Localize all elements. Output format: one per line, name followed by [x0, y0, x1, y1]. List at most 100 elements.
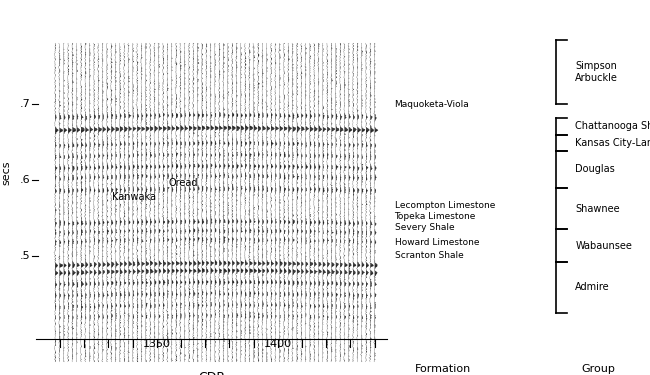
Polygon shape [336, 83, 337, 84]
Polygon shape [276, 283, 277, 284]
Polygon shape [280, 222, 281, 223]
Polygon shape [232, 112, 233, 113]
Polygon shape [297, 282, 299, 283]
Polygon shape [172, 166, 173, 167]
Polygon shape [133, 90, 134, 91]
Polygon shape [245, 264, 247, 265]
Polygon shape [240, 239, 242, 240]
Polygon shape [266, 304, 268, 305]
Polygon shape [314, 295, 315, 296]
Polygon shape [258, 55, 259, 56]
Polygon shape [159, 65, 160, 66]
Polygon shape [111, 118, 112, 119]
Polygon shape [94, 315, 95, 316]
Polygon shape [344, 265, 348, 266]
Polygon shape [120, 327, 121, 328]
Polygon shape [284, 224, 285, 225]
Polygon shape [240, 222, 242, 223]
Polygon shape [64, 264, 66, 265]
Polygon shape [90, 127, 91, 128]
Polygon shape [370, 93, 371, 94]
Polygon shape [344, 127, 346, 128]
Polygon shape [370, 167, 372, 168]
Polygon shape [137, 349, 138, 350]
Polygon shape [284, 271, 287, 272]
Polygon shape [193, 244, 194, 245]
Polygon shape [189, 116, 190, 117]
Polygon shape [107, 263, 109, 264]
Polygon shape [374, 191, 376, 192]
Polygon shape [189, 188, 190, 189]
Polygon shape [340, 284, 341, 285]
Polygon shape [237, 115, 238, 116]
Polygon shape [284, 126, 285, 127]
Polygon shape [202, 96, 203, 97]
Polygon shape [176, 187, 177, 188]
Polygon shape [353, 221, 354, 222]
Polygon shape [64, 274, 65, 275]
Polygon shape [340, 118, 341, 119]
Polygon shape [215, 115, 216, 116]
Polygon shape [245, 165, 246, 166]
Polygon shape [344, 154, 345, 155]
Polygon shape [284, 190, 285, 191]
Polygon shape [361, 223, 363, 224]
Polygon shape [332, 272, 334, 273]
Polygon shape [142, 129, 144, 130]
Polygon shape [189, 153, 190, 154]
Polygon shape [301, 230, 303, 231]
Polygon shape [77, 306, 78, 307]
Polygon shape [159, 142, 160, 143]
Polygon shape [116, 130, 119, 131]
Polygon shape [111, 176, 112, 177]
Polygon shape [228, 126, 231, 127]
Polygon shape [240, 146, 242, 147]
Polygon shape [323, 282, 324, 283]
Polygon shape [193, 128, 197, 129]
Polygon shape [332, 189, 333, 190]
Polygon shape [219, 112, 220, 113]
Polygon shape [344, 223, 346, 224]
Polygon shape [176, 254, 177, 255]
Polygon shape [211, 302, 212, 303]
Polygon shape [159, 64, 160, 65]
Polygon shape [374, 174, 375, 175]
Polygon shape [206, 178, 207, 179]
Polygon shape [219, 166, 221, 167]
Polygon shape [340, 257, 341, 258]
Polygon shape [120, 304, 121, 305]
Polygon shape [310, 145, 311, 146]
Polygon shape [366, 264, 369, 265]
Polygon shape [55, 146, 56, 147]
Polygon shape [176, 332, 177, 333]
Polygon shape [263, 144, 264, 145]
Polygon shape [202, 306, 203, 307]
Polygon shape [284, 264, 286, 265]
Polygon shape [306, 157, 307, 158]
Polygon shape [107, 283, 109, 284]
Polygon shape [176, 178, 177, 179]
Polygon shape [68, 233, 69, 234]
Polygon shape [370, 265, 374, 266]
Polygon shape [245, 283, 246, 284]
Polygon shape [137, 151, 138, 152]
Polygon shape [245, 263, 248, 264]
Polygon shape [155, 127, 157, 128]
Polygon shape [327, 342, 328, 343]
Polygon shape [232, 52, 233, 53]
Polygon shape [202, 166, 203, 167]
Polygon shape [224, 220, 225, 221]
Polygon shape [332, 271, 335, 272]
Polygon shape [332, 117, 333, 118]
Polygon shape [240, 304, 242, 305]
Polygon shape [292, 174, 294, 175]
Polygon shape [336, 127, 337, 128]
Polygon shape [98, 262, 99, 263]
Polygon shape [176, 305, 177, 306]
Polygon shape [202, 100, 203, 102]
Polygon shape [344, 220, 345, 221]
Polygon shape [211, 125, 212, 126]
Polygon shape [310, 221, 312, 222]
Polygon shape [353, 270, 354, 271]
Polygon shape [245, 229, 246, 230]
